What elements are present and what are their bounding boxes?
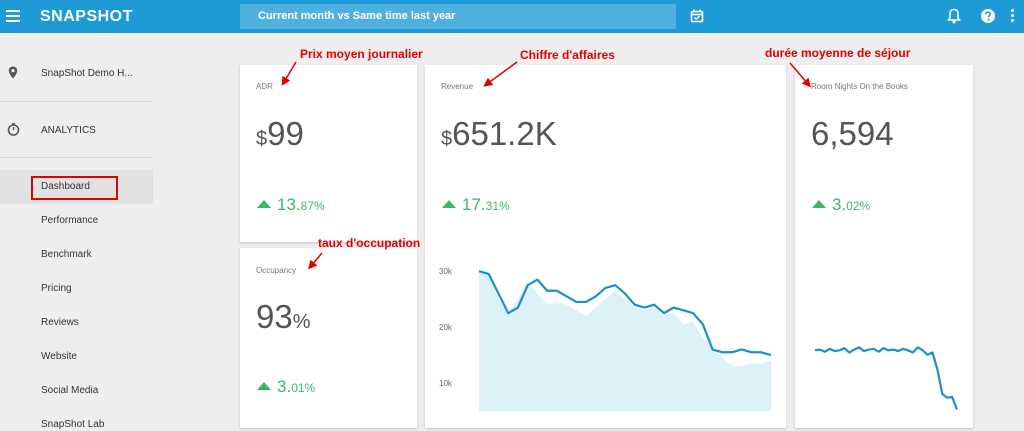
series-line <box>814 346 959 410</box>
nav-label: Benchmark <box>41 249 92 260</box>
sidebar: SnapShot Demo H... ANALYTICS Dashboard P… <box>0 33 153 431</box>
location-pin-icon <box>8 66 18 79</box>
annotation-room-nights: durée moyenne de séjour <box>765 46 911 60</box>
y-tick-label: 20k <box>439 323 453 332</box>
nav-label: Performance <box>41 215 99 226</box>
series-area <box>479 271 771 411</box>
annotation-revenue: Chiffre d'affaires <box>520 48 615 62</box>
room-nights-card[interactable]: Room Nights On the Books 6,594 3.02% <box>795 65 973 428</box>
highlight-box <box>31 176 118 200</box>
card-value: 6,594 <box>811 115 894 152</box>
nav-item-performance[interactable]: Performance <box>0 204 153 238</box>
card-value: $99 <box>256 115 304 152</box>
nav-item-snapshot-lab[interactable]: SnapShot Lab <box>0 408 153 431</box>
card-title: Occupancy <box>256 266 297 275</box>
nav-label: Reviews <box>41 317 79 328</box>
hamburger-menu-icon[interactable] <box>6 10 20 22</box>
nav-item-dashboard[interactable]: Dashboard <box>0 170 153 204</box>
sidebar-divider <box>0 101 153 102</box>
annotation-occupancy: taux d'occupation <box>318 236 421 250</box>
card-title: ADR <box>256 82 273 91</box>
trend-up-icon <box>257 382 271 390</box>
nav-label: Social Media <box>41 385 99 396</box>
adr-card[interactable]: ADR $99 13.87% <box>240 65 417 242</box>
card-change: 13.87% <box>257 195 325 215</box>
brand-logo[interactable]: SNAPSHOT <box>40 8 133 25</box>
nav-item-reviews[interactable]: Reviews <box>0 306 153 340</box>
property-selector[interactable]: SnapShot Demo H... <box>0 63 153 83</box>
nav-item-social-media[interactable]: Social Media <box>0 374 153 408</box>
y-tick-label: 10k <box>439 379 453 388</box>
timer-icon <box>7 123 20 136</box>
card-title: Revenue <box>441 82 474 91</box>
annotation-adr: Prix moyen journalier <box>300 47 423 61</box>
occupancy-card[interactable]: Occupancy 93% 3.01% <box>240 248 417 428</box>
card-change: 3.01% <box>257 377 315 397</box>
nav-label: Website <box>41 351 77 362</box>
card-value: 93% <box>256 298 311 335</box>
more-vert-icon[interactable] <box>1011 9 1015 24</box>
series-line <box>478 270 772 357</box>
analytics-section[interactable]: ANALYTICS <box>0 121 153 141</box>
revenue-card[interactable]: Revenue $651.2K 17.31% 30k 20k 10k <box>425 65 786 428</box>
card-change: 3.02% <box>812 195 870 215</box>
section-label: ANALYTICS <box>41 125 96 136</box>
calendar-icon[interactable] <box>690 9 704 23</box>
period-selector[interactable]: Current month vs Same time last year <box>240 4 676 29</box>
top-app-bar: SNAPSHOT Current month vs Same time last… <box>0 0 1024 33</box>
nav-item-pricing[interactable]: Pricing <box>0 272 153 306</box>
bell-icon[interactable] <box>947 8 961 24</box>
card-value: $651.2K <box>441 115 557 152</box>
nav-item-benchmark[interactable]: Benchmark <box>0 238 153 272</box>
nav-label: SnapShot Lab <box>41 419 105 430</box>
card-change: 17.31% <box>442 195 510 215</box>
help-icon[interactable] <box>980 8 996 24</box>
card-title: Room Nights On the Books <box>811 82 908 91</box>
property-name: SnapShot Demo H... <box>41 68 133 79</box>
trend-up-icon <box>257 200 271 208</box>
y-tick-label: 30k <box>439 267 453 276</box>
nav-item-website[interactable]: Website <box>0 340 153 374</box>
revenue-chart: 30k 20k 10k <box>439 267 772 411</box>
trend-up-icon <box>442 200 456 208</box>
nav-label: Pricing <box>41 283 72 294</box>
trend-up-icon <box>812 200 826 208</box>
room-nights-chart <box>814 346 959 410</box>
sidebar-divider <box>0 157 153 158</box>
nav-label: Dashboard <box>41 181 90 192</box>
